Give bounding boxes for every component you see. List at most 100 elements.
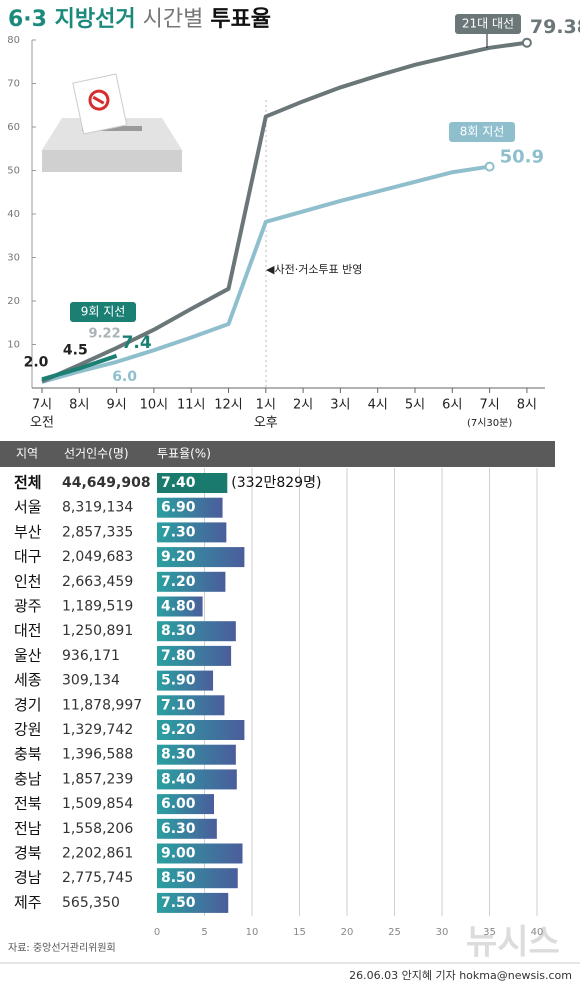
electors: 1,189,519 — [62, 599, 133, 615]
bar — [157, 720, 245, 740]
region-label: 경기 — [14, 696, 42, 714]
bar — [157, 892, 229, 913]
title-part: 투표율 — [210, 7, 271, 32]
annotation: ◀사전·거소투표 반영 — [266, 263, 362, 276]
region-label: 충남 — [14, 770, 42, 788]
bar-label: 4.80 — [161, 599, 196, 615]
region-label: 충북 — [14, 745, 42, 763]
region-label: 서울 — [14, 498, 42, 516]
electors: 11,878,997 — [62, 697, 142, 713]
title-part: 6·3 지방선거 — [8, 7, 136, 32]
bar — [157, 473, 228, 493]
legend-box — [455, 14, 521, 34]
region-label: 전남 — [14, 819, 42, 837]
x-tick-label: 0 — [154, 927, 160, 938]
x-tick-label: 5 — [201, 927, 207, 938]
series-line — [41, 40, 528, 384]
bar — [157, 769, 237, 790]
region-label: 전체 — [14, 474, 42, 492]
region-label: 경남 — [14, 869, 42, 887]
x-tick-label: 11시 — [177, 398, 206, 413]
region-label: 부산 — [14, 523, 42, 541]
electors: 44,649,908 — [62, 475, 151, 491]
value-label: 7.4 — [122, 333, 152, 353]
x-sublabel: 오후 — [254, 416, 278, 431]
header-cell: 선거인수(명) — [64, 447, 129, 461]
bar — [157, 794, 214, 815]
x-tick-label: 10 — [246, 927, 259, 938]
electors: 1,329,742 — [62, 722, 133, 738]
x-tick-label: 7시 — [32, 398, 52, 413]
legend-box — [70, 302, 136, 322]
bar — [157, 843, 243, 864]
series-line — [41, 353, 118, 382]
chart-title: 6·3 지방선거 시간별 투표율 — [8, 7, 271, 32]
region-label: 경북 — [14, 844, 42, 862]
x-tick-label: 3시 — [330, 398, 350, 413]
bar — [157, 497, 223, 518]
y-tick-label: 60 — [7, 122, 20, 133]
bar-label: 9.20 — [161, 549, 196, 565]
x-tick-label: 6시 — [442, 398, 462, 413]
value-label: 50.9 — [500, 147, 544, 168]
bar-label: 5.90 — [161, 673, 196, 689]
electors: 936,171 — [62, 648, 120, 664]
bar-label: 6.30 — [161, 821, 196, 837]
bar — [157, 695, 225, 716]
electors: 2,049,683 — [62, 549, 133, 565]
electors: 2,775,745 — [62, 870, 133, 886]
region-label: 전북 — [14, 795, 42, 813]
legend-label: 21대 대선 — [462, 17, 514, 31]
value-label: 6.0 — [112, 369, 137, 385]
watermark: 뉴시스 — [466, 923, 560, 963]
value-label: 79.38 — [530, 16, 580, 38]
electors: 2,663,459 — [62, 574, 133, 590]
x-tick-label: 10시 — [140, 398, 169, 413]
bar — [157, 744, 236, 765]
x-tick-label: 8시 — [517, 398, 537, 413]
bar-label: 9.00 — [161, 846, 196, 862]
highlight-note: (332만829명) — [231, 475, 321, 491]
electors: 2,202,861 — [62, 846, 133, 862]
x-tick-label: 7시 — [479, 398, 499, 413]
bar-label: 6.90 — [161, 500, 196, 516]
bar — [157, 571, 226, 592]
bar-label: 6.00 — [161, 796, 196, 812]
value-label: 4.5 — [63, 342, 88, 358]
x-sublabel: 오전 — [30, 416, 54, 431]
x-tick-label: 9시 — [106, 398, 126, 413]
bar-label: 7.10 — [161, 697, 196, 713]
value-label: 2.0 — [24, 354, 49, 370]
x-tick-label: 8시 — [69, 398, 89, 413]
electors: 1,509,854 — [62, 796, 133, 812]
legend-label: 8회 지선 — [460, 125, 505, 139]
bar-label: 8.50 — [161, 870, 196, 886]
y-tick-label: 10 — [7, 340, 20, 351]
legend-box — [449, 122, 515, 142]
x-tick-label: 20 — [341, 927, 354, 938]
bar-label: 8.30 — [161, 747, 196, 763]
x-tick-label: 4시 — [368, 398, 388, 413]
electors: 565,350 — [62, 895, 120, 911]
electors: 8,319,134 — [62, 500, 133, 516]
end-marker — [484, 161, 495, 172]
region-label: 강원 — [14, 721, 42, 739]
bar-label: 8.30 — [161, 623, 196, 639]
x-tick-label: 2시 — [293, 398, 313, 413]
source: 자료: 중앙선거관리위원회 — [8, 941, 116, 954]
bar-label: 7.20 — [161, 574, 196, 590]
y-tick-label: 80 — [7, 35, 20, 46]
series-line — [41, 164, 490, 384]
x-tick-label: 30 — [436, 927, 449, 938]
y-tick-label: 20 — [7, 296, 20, 307]
end-marker — [521, 37, 532, 48]
bar-label: 7.40 — [161, 475, 196, 491]
bar-label: 8.40 — [161, 771, 196, 787]
bar — [157, 670, 214, 691]
x-tick-label: 5시 — [405, 398, 425, 413]
bar — [157, 645, 232, 666]
electors: 2,857,335 — [62, 524, 133, 540]
x-tick-label: 1시 — [256, 398, 276, 413]
bar — [157, 818, 217, 839]
